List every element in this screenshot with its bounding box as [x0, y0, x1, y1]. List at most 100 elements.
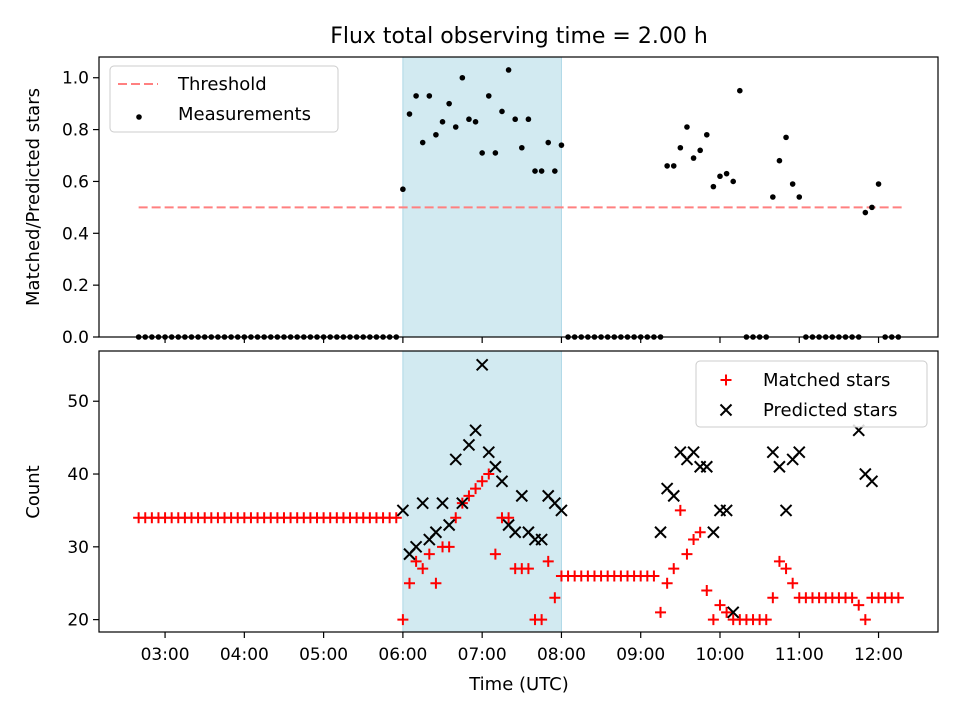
predicted-star-point: [456, 496, 469, 510]
matched-star-point: [403, 577, 415, 589]
x-tick-label: 10:00: [695, 645, 744, 665]
predicted-star-point: [436, 496, 449, 510]
measurement-point: [472, 119, 479, 125]
matched-star-point: [542, 555, 554, 567]
predicted-star-point: [766, 445, 780, 459]
x-tick-label: 07:00: [458, 645, 507, 665]
measurement-point: [413, 93, 419, 99]
measurement-point: [406, 111, 413, 117]
matched-star-point: [417, 563, 429, 575]
x-tick-label: 05:00: [299, 645, 348, 665]
matched-star-point: [780, 563, 792, 575]
measurement-point: [492, 150, 499, 156]
measurement-point: [783, 134, 789, 141]
top-plot: 0.0 0.2 0.4 0.6 0.8 1.0 Threshold Measurements: [62, 56, 939, 348]
threshold-legend-label: Threshold: [177, 74, 267, 95]
bottom-plot: 20 30 40 50 03:00 04:00 05:00 06:00 07:00 08:00 09…: [67, 350, 939, 665]
predicted-star-point: [707, 526, 720, 539]
predicted-star-point: [654, 526, 667, 539]
top-y-axis-label: Matched/Predicted stars: [23, 88, 44, 306]
matched-star-point: [674, 504, 686, 516]
predicted-star-point: [489, 460, 502, 473]
top-y-tick-label: 0.4: [62, 224, 89, 244]
measurement-point: [723, 170, 730, 177]
matched-star-point: [773, 555, 785, 567]
measurement-point: [400, 186, 406, 193]
matched-star-point: [522, 563, 534, 575]
bottom-y-tick-label: 20: [67, 611, 89, 631]
figure-title: Flux total observing time = 2.00 h: [330, 24, 708, 49]
matched-star-point: [760, 614, 772, 626]
matched-star-point: [661, 577, 673, 589]
matched-star-point: [655, 606, 667, 618]
predicted-star-point: [469, 424, 482, 437]
measurement-point: [717, 173, 723, 180]
matched-star-point: [892, 592, 904, 604]
measurement-point: [869, 204, 875, 211]
measurement-point: [426, 93, 433, 99]
measurement-point: [439, 119, 446, 125]
measurements-legend-swatch: [136, 114, 142, 120]
x-tick-label: 06:00: [378, 645, 427, 665]
top-y-tick-label: 0.2: [62, 276, 89, 296]
measurement-point: [710, 183, 717, 190]
matched-star-point: [430, 577, 442, 589]
measurement-point: [875, 181, 882, 187]
matched-star-point: [450, 512, 462, 524]
x-tick-label: 12:00: [854, 645, 903, 665]
predicted-star-point: [555, 504, 568, 517]
matched-star-point: [701, 585, 713, 597]
predicted-star-point: [779, 504, 793, 517]
predicted-star-point: [793, 445, 806, 459]
predicted-star-point: [515, 489, 529, 503]
matched-star-point: [859, 614, 871, 626]
predicted-legend-label: Predicted stars: [763, 400, 897, 421]
measurement-point: [479, 150, 485, 156]
measurement-point: [499, 108, 505, 115]
matched-star-point: [681, 548, 693, 560]
matched-star-point: [443, 541, 455, 553]
predicted-star-point: [700, 460, 713, 473]
matched-star-point: [694, 526, 706, 538]
measurement-point: [532, 168, 538, 174]
predicted-star-point: [462, 438, 476, 452]
top-plot-frame: [98, 56, 939, 338]
predicted-star-point: [535, 533, 548, 546]
measurement-point: [789, 181, 796, 187]
measurement-point: [664, 163, 670, 169]
bottom-y-axis-label: Count: [23, 465, 44, 518]
bottom-shaded-window: [402, 350, 562, 633]
matched-star-point: [853, 599, 865, 611]
bottom-y-tick-label: 40: [67, 465, 89, 485]
top-legend-box: [109, 65, 339, 133]
predicted-legend-swatch: [719, 403, 733, 417]
matched-star-point: [668, 563, 680, 575]
measurement-point: [677, 144, 684, 151]
measurement-point: [796, 194, 803, 200]
predicted-star-point: [475, 358, 489, 372]
predicted-star-point: [720, 504, 733, 517]
bottom-legend-box: [695, 360, 928, 428]
predicted-star-point: [396, 504, 410, 517]
measurement-point: [770, 194, 776, 200]
measurement-point: [512, 116, 518, 123]
top-shaded-window: [402, 56, 562, 338]
measurement-point: [545, 139, 552, 146]
predicted-star-point: [409, 540, 423, 554]
measurement-point: [459, 74, 466, 81]
predicted-star-point: [442, 518, 456, 532]
matched-star-point: [463, 490, 475, 502]
measurement-point: [690, 155, 697, 161]
matched-star-point: [707, 614, 719, 626]
measurement-point: [519, 144, 525, 151]
measurement-point: [703, 131, 710, 138]
top-y-tick-label: 0.8: [62, 121, 89, 141]
bottom-y-tick-label: 50: [67, 392, 89, 412]
matched-star-point: [476, 475, 488, 487]
matched-star-point: [767, 592, 779, 604]
predicted-star-point: [449, 453, 462, 466]
top-y-tick-label: 0.6: [62, 172, 89, 192]
measurement-point: [538, 168, 545, 174]
x-axis-label: Time (UTC): [468, 674, 569, 695]
